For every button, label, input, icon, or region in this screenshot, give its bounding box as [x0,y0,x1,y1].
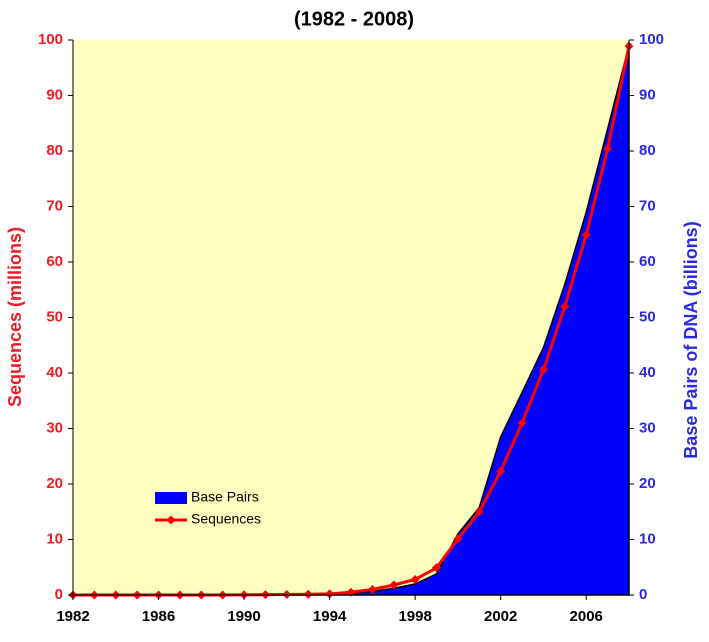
y-tick-label: 50 [46,308,63,325]
y2-axis-label: Base Pairs of DNA (billions) [681,221,701,458]
y2-tick-label: 100 [639,31,664,48]
legend-label: Sequences [191,511,261,527]
y-tick-label: 20 [46,475,63,492]
y-axis-label: Sequences (millions) [5,227,25,407]
y2-tick-label: 20 [639,475,656,492]
x-tick-label: 1990 [227,608,260,625]
y-tick-label: 70 [46,197,63,214]
point-marker [603,144,613,154]
point-marker [453,534,463,544]
point-marker [432,563,442,573]
legend-swatch [155,492,187,504]
y2-tick-label: 10 [639,530,656,547]
legend-label: Base Pairs [191,489,259,505]
y2-tick-label: 40 [639,364,656,381]
point-marker [474,507,484,517]
y-tick-label: 80 [46,142,63,159]
point-marker [538,365,548,375]
y-tick-label: 90 [46,86,63,103]
y2-tick-label: 70 [639,197,656,214]
y-tick-label: 60 [46,253,63,270]
legend-marker [166,515,176,525]
x-tick-label: 1982 [56,608,89,625]
y2-tick-label: 30 [639,419,656,436]
y-tick-label: 100 [38,31,63,48]
y2-tick-label: 80 [639,142,656,159]
chart-title: (1982 - 2008) [294,8,414,30]
x-tick-label: 1994 [313,608,347,625]
y-tick-label: 10 [46,530,63,547]
point-marker [560,301,570,311]
x-tick-label: 2002 [484,608,517,625]
point-marker [346,587,356,597]
point-marker [325,589,335,599]
point-marker [496,466,506,476]
y2-tick-label: 60 [639,253,656,270]
point-marker [367,584,377,594]
point-marker [410,574,420,584]
point-marker [303,589,313,599]
y2-tick-label: 50 [639,308,656,325]
y2-tick-label: 0 [639,586,647,603]
point-marker [389,580,399,590]
x-tick-label: 2006 [570,608,603,625]
point-marker [517,418,527,428]
y-tick-label: 30 [46,419,63,436]
x-tick-label: 1986 [142,608,175,625]
y-tick-label: 40 [46,364,63,381]
x-tick-label: 1998 [398,608,431,625]
y-tick-label: 0 [55,586,63,603]
y2-tick-label: 90 [639,86,656,103]
point-marker [581,230,591,240]
